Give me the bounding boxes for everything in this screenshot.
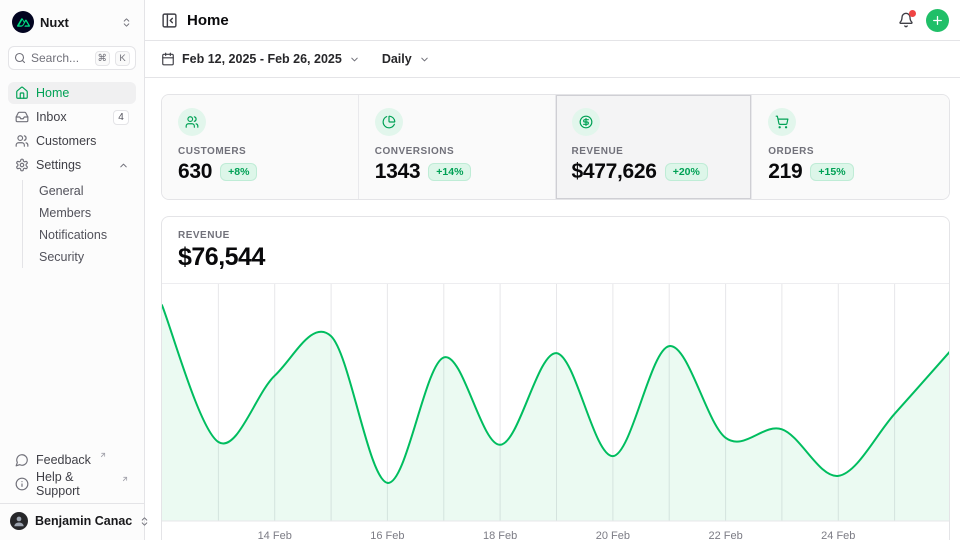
user-name: Benjamin Canac	[35, 514, 132, 528]
chart-metric-value: $76,544	[178, 243, 933, 272]
search-input[interactable]: Search... ⌘ K	[8, 46, 136, 70]
svg-text:20 Feb: 20 Feb	[596, 530, 630, 540]
external-link-icon	[121, 475, 129, 483]
inbox-icon	[15, 110, 29, 124]
stat-value: $477,626	[572, 160, 657, 184]
page-content: CUSTOMERS 630 +8% CONVERSIONS 1343 +14%	[145, 78, 960, 540]
date-range-picker[interactable]: Feb 12, 2025 - Feb 26, 2025	[161, 52, 360, 66]
chevron-down-icon	[419, 54, 430, 65]
sidebar-item-label: Settings	[36, 158, 81, 172]
chevron-up-icon	[118, 160, 129, 171]
sidebar-item-feedback[interactable]: Feedback	[8, 449, 136, 471]
svg-text:16 Feb: 16 Feb	[370, 530, 404, 540]
shopping-cart-icon	[768, 108, 796, 136]
sidebar-item-inbox[interactable]: Inbox 4	[8, 106, 136, 128]
chart-pie-icon	[375, 108, 403, 136]
period-select[interactable]: Daily	[382, 52, 430, 66]
sidebar-spacer	[8, 268, 136, 449]
sidebar-item-label: Inbox	[36, 110, 67, 124]
stat-card-customers[interactable]: CUSTOMERS 630 +8%	[162, 95, 359, 199]
settings-subnav: General Members Notifications Security	[22, 180, 136, 268]
search-icon	[14, 52, 26, 64]
sidebar-item-home[interactable]: Home	[8, 82, 136, 104]
user-avatar	[10, 512, 28, 530]
inbox-count-badge: 4	[113, 110, 129, 125]
sidebar-item-customers[interactable]: Customers	[8, 130, 136, 152]
stat-card-conversions[interactable]: CONVERSIONS 1343 +14%	[359, 95, 556, 199]
stat-label: CONVERSIONS	[375, 146, 539, 157]
chevrons-up-down-icon	[121, 17, 132, 28]
team-switcher[interactable]: Nuxt	[8, 10, 136, 34]
stat-delta-badge: +20%	[665, 163, 708, 181]
page-title: Home	[187, 12, 229, 29]
date-range-label: Feb 12, 2025 - Feb 26, 2025	[182, 52, 342, 66]
users-icon	[178, 108, 206, 136]
sidebar-footer: Feedback Help & Support	[8, 449, 136, 495]
circle-dollar-icon	[572, 108, 600, 136]
stat-card-orders[interactable]: ORDERS 219 +15%	[752, 95, 949, 199]
period-label: Daily	[382, 52, 412, 66]
stat-delta-badge: +8%	[220, 163, 257, 181]
stat-delta-badge: +14%	[428, 163, 471, 181]
stat-label: CUSTOMERS	[178, 146, 342, 157]
stat-label: ORDERS	[768, 146, 933, 157]
kbd-meta: ⌘	[95, 51, 111, 66]
add-button[interactable]	[926, 9, 949, 32]
filters-toolbar: Feb 12, 2025 - Feb 26, 2025 Daily	[145, 41, 960, 78]
chart-metric-label: REVENUE	[178, 230, 933, 241]
house-icon	[15, 86, 29, 100]
sidebar-item-help-support[interactable]: Help & Support	[8, 473, 136, 495]
svg-text:14 Feb: 14 Feb	[258, 530, 292, 540]
team-name: Nuxt	[40, 15, 115, 30]
sidebar-item-notifications[interactable]: Notifications	[23, 224, 136, 246]
search-placeholder: Search...	[31, 51, 90, 65]
notifications-button[interactable]	[898, 12, 914, 28]
revenue-chart-svg[interactable]: 14 Feb 16 Feb 18 Feb 20 Feb 22 Feb 24 Feb	[162, 284, 949, 540]
svg-text:18 Feb: 18 Feb	[483, 530, 517, 540]
revenue-chart-card: REVENUE $76,544 14 Feb 16 Feb 18 Feb 20 Feb…	[161, 216, 950, 540]
stat-card-revenue[interactable]: REVENUE $477,626 +20%	[556, 95, 753, 199]
chart-plot-area[interactable]: 14 Feb 16 Feb 18 Feb 20 Feb 22 Feb 24 Feb	[162, 283, 949, 540]
stats-row: CUSTOMERS 630 +8% CONVERSIONS 1343 +14%	[161, 94, 950, 200]
svg-text:22 Feb: 22 Feb	[708, 530, 742, 540]
sidebar-item-label: Help & Support	[36, 470, 113, 498]
nuxt-logo-icon	[12, 11, 34, 33]
users-icon	[15, 134, 29, 148]
sidebar-item-security[interactable]: Security	[23, 246, 136, 268]
info-circle-icon	[15, 477, 29, 491]
sidebar-item-label: Home	[36, 86, 69, 100]
gear-icon	[15, 158, 29, 172]
sidebar-collapse-button[interactable]	[161, 12, 178, 29]
sidebar-item-members[interactable]: Members	[23, 202, 136, 224]
chevron-down-icon	[349, 54, 360, 65]
sidebar-item-label: Feedback	[36, 453, 91, 467]
topbar: Home	[145, 0, 960, 41]
stat-delta-badge: +15%	[810, 163, 853, 181]
sidebar-item-settings[interactable]: Settings	[8, 154, 136, 176]
sidebar-nav: Home Inbox 4 Customers Settings Genera	[8, 82, 136, 268]
svg-text:24 Feb: 24 Feb	[821, 530, 855, 540]
stat-value: 630	[178, 160, 212, 184]
stat-label: REVENUE	[572, 146, 736, 157]
sidebar-item-label: Customers	[36, 134, 96, 148]
topbar-actions	[898, 9, 949, 32]
chart-header: REVENUE $76,544	[162, 217, 949, 283]
stat-value: 1343	[375, 160, 421, 184]
notification-dot	[909, 10, 916, 17]
main-area: Home Feb 12, 2025 - Feb 26, 2025 Daily	[145, 0, 960, 540]
kbd-k: K	[115, 51, 130, 66]
user-menu[interactable]: Benjamin Canac	[0, 503, 144, 532]
calendar-icon	[161, 52, 175, 66]
external-link-icon	[99, 451, 107, 459]
sidebar: Nuxt Search... ⌘ K Home Inbox 4	[0, 0, 145, 540]
stat-value: 219	[768, 160, 802, 184]
sidebar-item-general[interactable]: General	[23, 180, 136, 202]
message-circle-icon	[15, 453, 29, 467]
